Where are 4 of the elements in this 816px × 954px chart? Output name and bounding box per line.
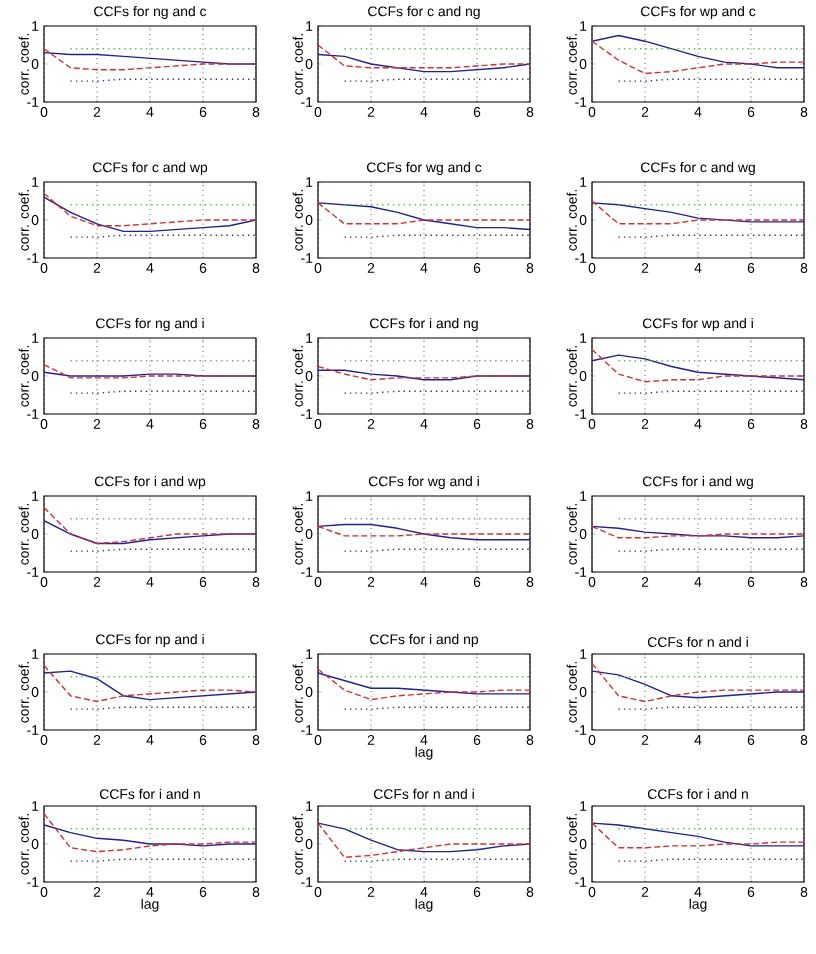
line-series xyxy=(318,668,530,701)
line-series xyxy=(318,822,530,853)
line-series xyxy=(44,812,256,853)
line-series xyxy=(44,824,256,847)
